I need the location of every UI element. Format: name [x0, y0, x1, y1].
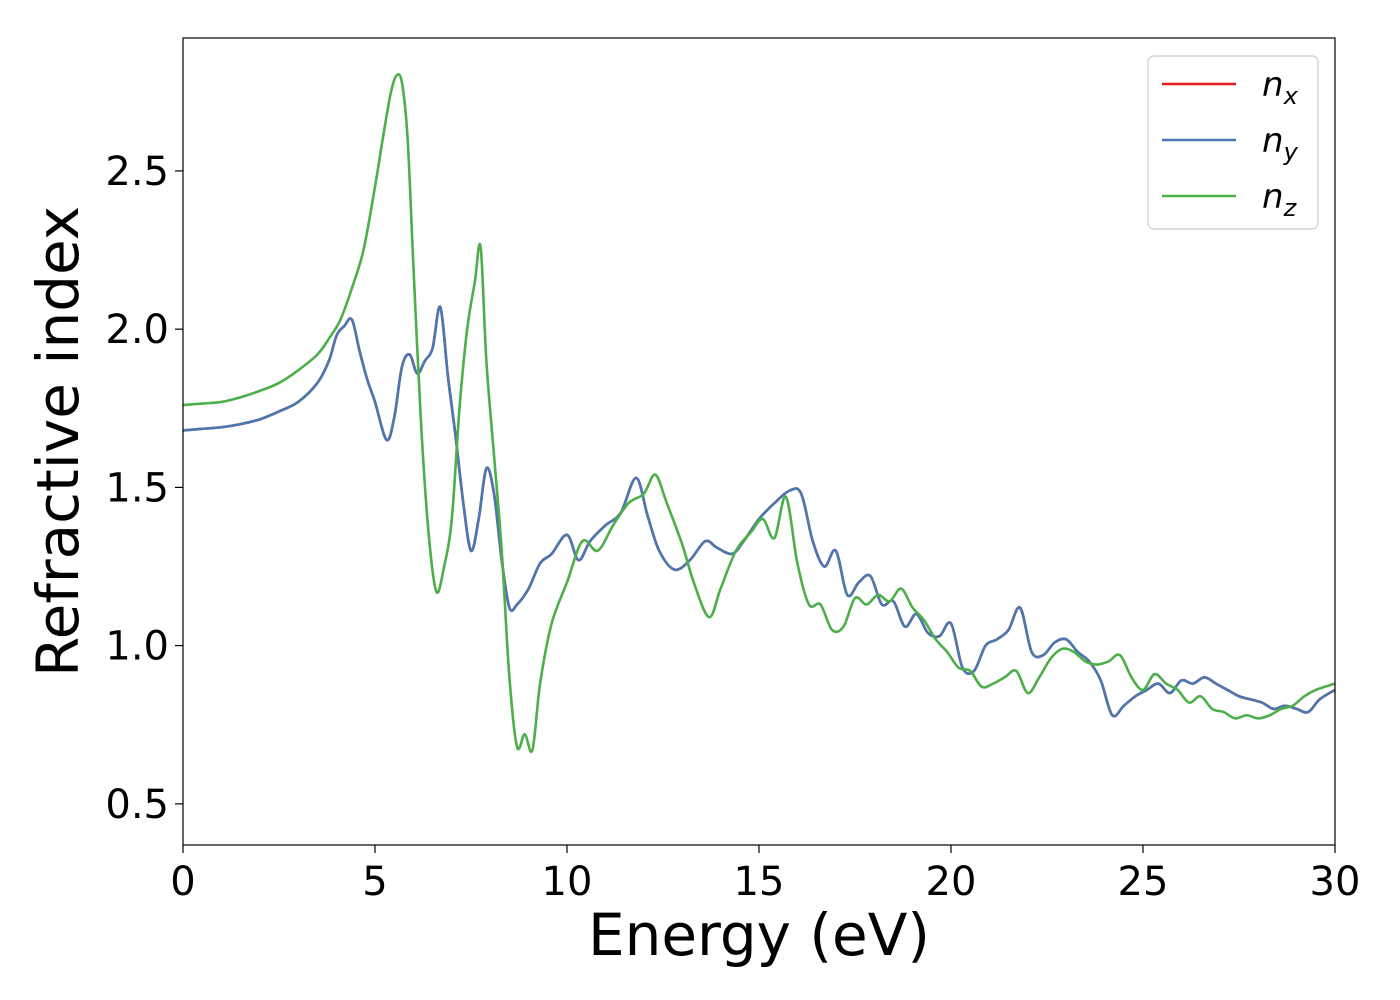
x-axis-ticks: 0 5 10 15 20 25 30: [170, 845, 1360, 905]
y-axis-ticks: 0.5 1.0 1.5 2.0 2.5: [105, 149, 183, 828]
x-tick-label: 10: [542, 859, 593, 905]
y-tick-label: 1.0: [105, 624, 169, 670]
legend-label-subscript: x: [1283, 82, 1299, 110]
x-tick-label: 20: [926, 859, 977, 905]
x-tick-label: 25: [1118, 859, 1169, 905]
x-tick-label: 5: [362, 859, 387, 905]
y-tick-label: 1.5: [105, 465, 169, 511]
y-axis-title: Refractive index: [24, 206, 92, 677]
legend-label-ny: ny: [1262, 121, 1299, 166]
y-tick-label: 2.5: [105, 149, 169, 195]
legend-label-base: n: [1262, 177, 1284, 217]
x-tick-label: 0: [170, 859, 195, 905]
legend-box: [1147, 55, 1319, 230]
legend-label-base: n: [1262, 121, 1284, 161]
legend-label-subscript: z: [1283, 194, 1298, 222]
x-axis-title: Energy (eV): [588, 901, 930, 969]
x-tick-label: 30: [1310, 859, 1361, 905]
x-tick-label: 15: [734, 859, 785, 905]
y-tick-label: 0.5: [105, 782, 169, 828]
y-tick-label: 2.0: [105, 307, 169, 353]
legend-label-nx: nx: [1262, 65, 1299, 110]
legend-label-subscript: y: [1283, 138, 1299, 166]
legend-label-base: n: [1262, 65, 1284, 105]
series-layer: [183, 72, 1335, 754]
legend-label-nz: nz: [1262, 177, 1298, 222]
series-line-nz: [183, 72, 1335, 754]
